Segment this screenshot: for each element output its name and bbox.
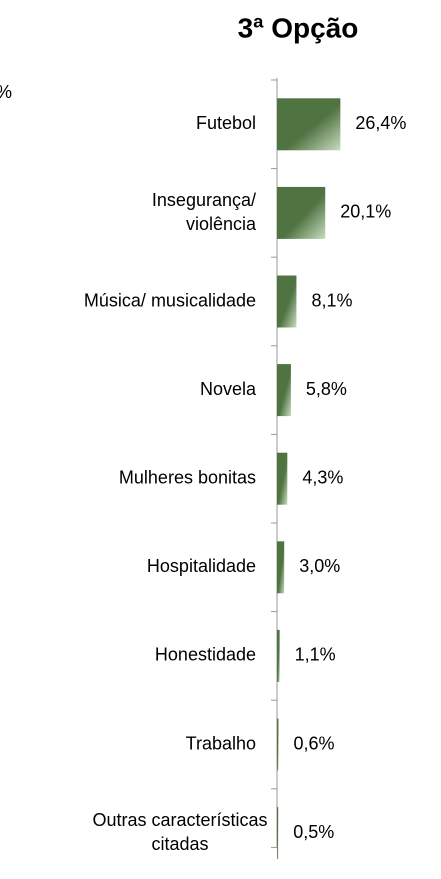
value-label: 26,4% — [355, 113, 406, 133]
value-label: 3,0% — [299, 556, 340, 576]
annotation: % — [0, 82, 12, 102]
category-label: Outras características citadas — [92, 810, 267, 854]
value-label: 8,1% — [311, 290, 352, 310]
bar — [277, 364, 291, 417]
bar — [277, 452, 288, 505]
value-label: 0,5% — [293, 822, 334, 842]
bar — [277, 541, 285, 594]
bar — [277, 807, 279, 860]
category-label: Música/ musicalidade — [84, 290, 256, 310]
chart-title: 3ª Opção — [238, 12, 359, 43]
bar — [277, 98, 341, 151]
value-label: 5,8% — [306, 379, 347, 399]
category-label: Honestidade — [155, 645, 256, 665]
category-label: Futebol — [196, 113, 256, 133]
category-label: Hospitalidade — [147, 556, 256, 576]
category-label: Mulheres bonitas — [119, 467, 256, 487]
value-label: 0,6% — [293, 733, 334, 753]
value-label: 1,1% — [295, 645, 336, 665]
value-label: 20,1% — [340, 202, 391, 222]
value-label: 4,3% — [302, 467, 343, 487]
bar — [277, 275, 297, 328]
bar — [277, 629, 280, 682]
bar — [277, 186, 326, 239]
category-label: Insegurança/violência — [152, 190, 257, 234]
category-label: Novela — [200, 379, 257, 399]
category-label: Trabalho — [186, 733, 256, 753]
bar — [277, 718, 279, 771]
